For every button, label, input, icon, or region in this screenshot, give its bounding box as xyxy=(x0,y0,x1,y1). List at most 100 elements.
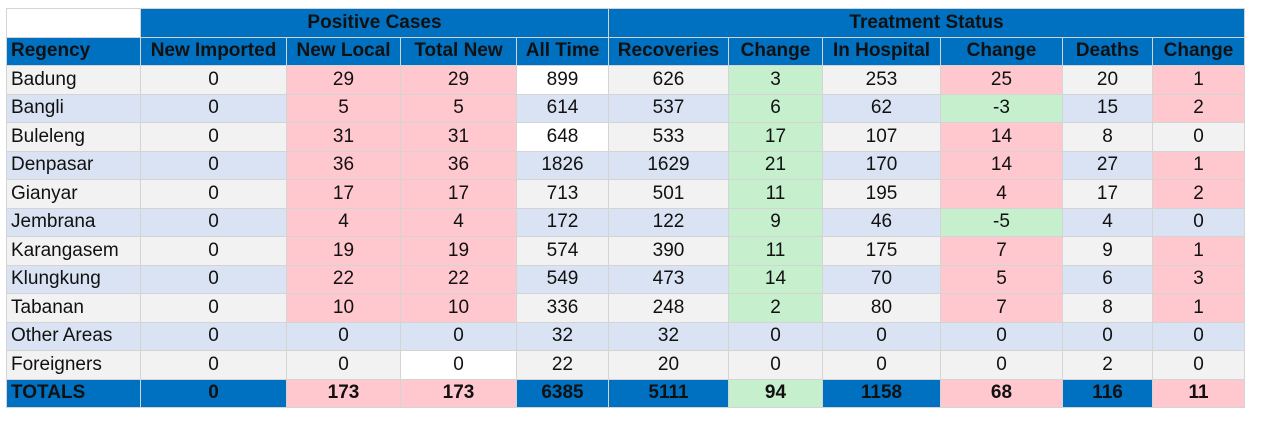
value-cell[interactable]: 5 xyxy=(286,93,401,123)
value-cell[interactable]: 36 xyxy=(400,150,517,180)
value-cell[interactable]: 36 xyxy=(286,150,401,180)
value-cell[interactable]: 0 xyxy=(728,321,823,351)
value-cell[interactable]: 0 xyxy=(1152,122,1245,152)
value-cell[interactable]: 0 xyxy=(822,321,941,351)
column-header[interactable]: Recoveries xyxy=(608,36,729,66)
regency-cell[interactable]: Gianyar xyxy=(6,179,141,209)
value-cell[interactable]: 19 xyxy=(400,236,517,266)
value-cell[interactable]: 29 xyxy=(286,65,401,95)
value-cell[interactable]: 32 xyxy=(608,321,729,351)
value-cell[interactable]: 6 xyxy=(1062,264,1153,294)
value-cell[interactable]: 11 xyxy=(1152,378,1245,408)
value-cell[interactable]: 9 xyxy=(728,207,823,237)
value-cell[interactable]: 172 xyxy=(516,207,609,237)
value-cell[interactable]: 537 xyxy=(608,93,729,123)
value-cell[interactable]: 19 xyxy=(286,236,401,266)
column-header[interactable]: Change xyxy=(940,36,1063,66)
value-cell[interactable]: 4 xyxy=(400,207,517,237)
value-cell[interactable]: 899 xyxy=(516,65,609,95)
value-cell[interactable]: 0 xyxy=(140,350,287,380)
value-cell[interactable]: 17 xyxy=(1062,179,1153,209)
column-header[interactable]: Total New xyxy=(400,36,517,66)
value-cell[interactable]: 390 xyxy=(608,236,729,266)
value-cell[interactable]: 0 xyxy=(728,350,823,380)
value-cell[interactable]: 0 xyxy=(286,350,401,380)
value-cell[interactable]: 14 xyxy=(940,150,1063,180)
value-cell[interactable]: 175 xyxy=(822,236,941,266)
value-cell[interactable]: 173 xyxy=(286,378,401,408)
value-cell[interactable]: 4 xyxy=(940,179,1063,209)
regency-cell[interactable]: Badung xyxy=(6,65,141,95)
column-header[interactable]: Change xyxy=(1152,36,1245,66)
regency-cell[interactable]: Karangasem xyxy=(6,236,141,266)
value-cell[interactable]: 22 xyxy=(516,350,609,380)
value-cell[interactable]: 6 xyxy=(728,93,823,123)
value-cell[interactable]: 15 xyxy=(1062,93,1153,123)
value-cell[interactable]: 20 xyxy=(1062,65,1153,95)
value-cell[interactable]: 31 xyxy=(286,122,401,152)
value-cell[interactable]: 648 xyxy=(516,122,609,152)
column-header[interactable]: Regency xyxy=(6,36,141,66)
treatment-status-header[interactable]: Treatment Status xyxy=(608,8,1245,38)
value-cell[interactable]: 14 xyxy=(940,122,1063,152)
value-cell[interactable]: 248 xyxy=(608,293,729,323)
value-cell[interactable]: 473 xyxy=(608,264,729,294)
value-cell[interactable]: 501 xyxy=(608,179,729,209)
regency-cell[interactable]: Buleleng xyxy=(6,122,141,152)
value-cell[interactable]: 549 xyxy=(516,264,609,294)
column-header[interactable]: New Imported xyxy=(140,36,287,66)
value-cell[interactable]: 29 xyxy=(400,65,517,95)
value-cell[interactable]: 27 xyxy=(1062,150,1153,180)
value-cell[interactable]: -5 xyxy=(940,207,1063,237)
value-cell[interactable]: 80 xyxy=(822,293,941,323)
value-cell[interactable]: 116 xyxy=(1062,378,1153,408)
value-cell[interactable]: 533 xyxy=(608,122,729,152)
blank-cell[interactable] xyxy=(6,8,141,38)
value-cell[interactable]: 17 xyxy=(286,179,401,209)
value-cell[interactable]: -3 xyxy=(940,93,1063,123)
value-cell[interactable]: 0 xyxy=(1062,321,1153,351)
value-cell[interactable]: 1 xyxy=(1152,150,1245,180)
value-cell[interactable]: 46 xyxy=(822,207,941,237)
value-cell[interactable]: 7 xyxy=(940,293,1063,323)
value-cell[interactable]: 7 xyxy=(940,236,1063,266)
value-cell[interactable]: 10 xyxy=(286,293,401,323)
value-cell[interactable]: 0 xyxy=(140,321,287,351)
value-cell[interactable]: 0 xyxy=(940,321,1063,351)
value-cell[interactable]: 253 xyxy=(822,65,941,95)
positive-cases-header[interactable]: Positive Cases xyxy=(140,8,609,38)
value-cell[interactable]: 20 xyxy=(608,350,729,380)
value-cell[interactable]: 0 xyxy=(140,150,287,180)
value-cell[interactable]: 0 xyxy=(822,350,941,380)
value-cell[interactable]: 1158 xyxy=(822,378,941,408)
value-cell[interactable]: 9 xyxy=(1062,236,1153,266)
value-cell[interactable]: 0 xyxy=(140,293,287,323)
value-cell[interactable]: 0 xyxy=(140,236,287,266)
value-cell[interactable]: 5111 xyxy=(608,378,729,408)
value-cell[interactable]: 22 xyxy=(286,264,401,294)
value-cell[interactable]: 0 xyxy=(400,321,517,351)
value-cell[interactable]: 574 xyxy=(516,236,609,266)
value-cell[interactable]: 1826 xyxy=(516,150,609,180)
regency-cell[interactable]: Klungkung xyxy=(6,264,141,294)
value-cell[interactable]: 1 xyxy=(1152,236,1245,266)
value-cell[interactable]: 10 xyxy=(400,293,517,323)
value-cell[interactable]: 0 xyxy=(140,179,287,209)
value-cell[interactable]: 2 xyxy=(1062,350,1153,380)
value-cell[interactable]: 1 xyxy=(1152,65,1245,95)
regency-cell[interactable]: Denpasar xyxy=(6,150,141,180)
column-header[interactable]: New Local xyxy=(286,36,401,66)
value-cell[interactable]: 0 xyxy=(140,93,287,123)
regency-cell[interactable]: Tabanan xyxy=(6,293,141,323)
regency-cell[interactable]: Bangli xyxy=(6,93,141,123)
value-cell[interactable]: 0 xyxy=(140,264,287,294)
value-cell[interactable]: 2 xyxy=(728,293,823,323)
value-cell[interactable]: 5 xyxy=(940,264,1063,294)
value-cell[interactable]: 3 xyxy=(728,65,823,95)
value-cell[interactable]: 0 xyxy=(140,207,287,237)
value-cell[interactable]: 32 xyxy=(516,321,609,351)
regency-cell[interactable]: Foreigners xyxy=(6,350,141,380)
value-cell[interactable]: 2 xyxy=(1152,179,1245,209)
value-cell[interactable]: 195 xyxy=(822,179,941,209)
value-cell[interactable]: 94 xyxy=(728,378,823,408)
